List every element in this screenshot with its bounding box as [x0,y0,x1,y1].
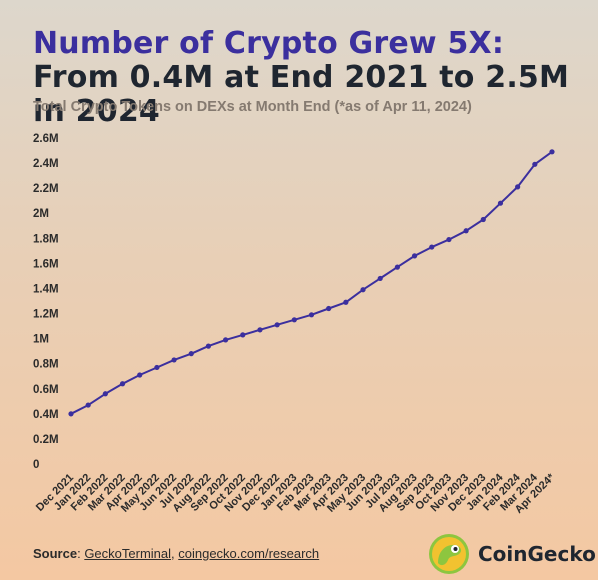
chart-subtitle: Total Crypto Tokens on DEXs at Month End… [33,99,472,115]
data-point [446,236,452,243]
data-point [102,391,108,397]
data-point [532,161,538,167]
y-tick-label: 1M [33,334,49,346]
y-tick-label: 2.2M [33,183,59,195]
y-tick-label: 2M [33,208,49,220]
brand: CoinGecko [428,533,596,575]
data-point [188,351,194,357]
gecko-logo-icon [429,534,469,574]
source-note: Source: GeckoTerminal, coingecko.com/res… [33,546,320,561]
data-point [205,343,212,349]
data-point [68,411,74,417]
data-point [497,200,504,206]
data-point [411,253,418,259]
data-point [429,244,435,250]
chart-title: Number of Crypto Grew 5X: From 0.4M at E… [33,27,573,129]
y-tick-label: 0.2M [33,434,59,446]
data-point [308,312,315,318]
title-highlight: Number of Crypto Grew 5X: [33,26,505,61]
data-point [257,327,263,333]
y-axis-ticks: 0 0.2M 0.4M 0.6M 0.8M 1M 1.2M 1.4M 1.6M 1.8M 2M 2.2… [33,133,59,471]
series-line [70,150,553,415]
y-tick-label: 1.6M [33,258,59,270]
data-point [343,299,349,305]
y-tick-label: 1.2M [33,309,59,321]
y-tick-label: 2.4M [33,158,59,170]
y-tick-label: 2.6M [33,133,59,145]
data-point [549,149,555,155]
y-tick-label: 0.4M [33,409,59,421]
y-tick-label: 0.6M [33,384,59,396]
data-point [377,275,383,282]
data-point [171,357,177,363]
y-tick-label: 0 [33,459,39,471]
data-point [85,402,91,408]
data-point [394,264,400,270]
data-point [291,317,297,323]
source-label: Source [33,546,78,561]
source-link-geckoterminal[interactable]: GeckoTerminal [84,546,172,561]
data-point [463,228,469,234]
data-point [326,305,332,312]
y-tick-label: 1.8M [33,233,59,245]
data-point [274,322,280,328]
brand-name: CoinGecko [478,542,596,566]
data-point [119,381,126,387]
y-tick-label: 1.4M [33,283,59,295]
data-point [240,332,246,338]
series-total-tokens [68,149,555,417]
data-point [480,216,486,223]
data-point [154,364,160,371]
y-tick-label: 0.8M [33,359,59,371]
data-point [515,184,521,190]
source-separator: , [171,546,179,561]
source-link-coingecko-research[interactable]: coingecko.com/research [178,546,320,561]
title-rest: From 0.4M at End 2021 to 2.5M in 2024 [33,60,570,129]
data-point [137,372,143,378]
data-point [360,287,366,293]
data-point [223,337,229,343]
line-chart: 0 0.2M 0.4M 0.6M 0.8M 1M 1.2M 1.4M 1.6M 1.8M 2M 2.2… [33,133,558,516]
